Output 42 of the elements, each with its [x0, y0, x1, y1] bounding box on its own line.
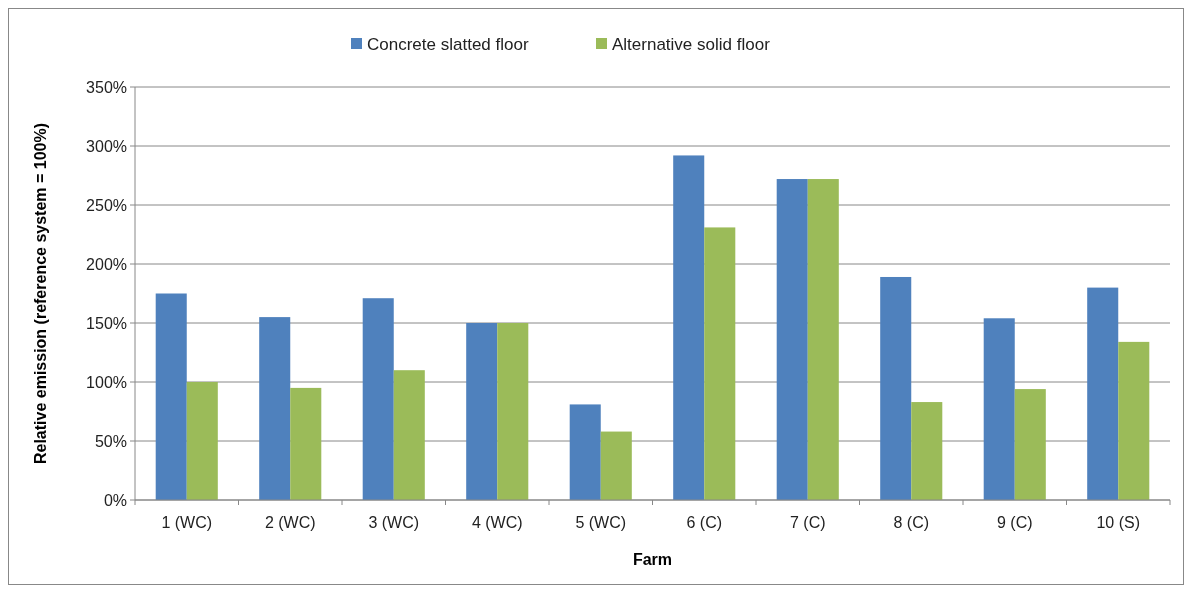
legend-label: Alternative solid floor [612, 34, 771, 54]
y-tick-label: 50% [94, 432, 127, 450]
bar [466, 323, 498, 500]
bar [259, 317, 291, 500]
x-tick-label: 1 (WC) [161, 514, 213, 531]
legend-label: Concrete slatted floor [367, 34, 529, 54]
bar [186, 382, 218, 500]
y-tick-label: 300% [86, 137, 127, 155]
y-axis-title: Relative emission (reference system = 100%) [32, 122, 49, 465]
bar [497, 323, 529, 500]
bar [362, 298, 394, 500]
bar [1118, 341, 1150, 500]
x-tick-label: 9 (C) [996, 514, 1033, 531]
bar [911, 402, 943, 500]
bar [983, 318, 1015, 500]
bar [1087, 287, 1119, 500]
bar [569, 404, 601, 500]
bar [155, 293, 187, 500]
bar [807, 179, 839, 500]
y-tick-label: 0% [103, 491, 127, 509]
x-tick-label: 5 (WC) [575, 514, 627, 531]
bar [600, 431, 632, 500]
y-tick-label: 150% [86, 314, 127, 332]
x-tick-label: 3 (WC) [368, 514, 420, 531]
x-tick-label: 8 (C) [893, 514, 930, 531]
bar [673, 155, 705, 500]
y-tick-label: 350% [86, 78, 127, 96]
x-tick-label: 4 (WC) [471, 514, 523, 531]
x-tick-label: 6 (C) [686, 514, 723, 531]
x-tick-label: 7 (C) [789, 514, 826, 531]
x-tick-label: 2 (WC) [264, 514, 316, 531]
y-tick-label: 250% [86, 196, 127, 214]
bar [880, 276, 912, 500]
bar [1014, 389, 1046, 500]
y-tick-label: 100% [86, 373, 127, 391]
y-tick-label: 200% [86, 255, 127, 273]
bar [704, 227, 736, 500]
x-tick-label: 10 (S) [1096, 514, 1141, 531]
bar [393, 370, 425, 500]
bar [290, 387, 322, 500]
bar [776, 179, 808, 500]
x-axis-title: Farm [632, 551, 673, 568]
